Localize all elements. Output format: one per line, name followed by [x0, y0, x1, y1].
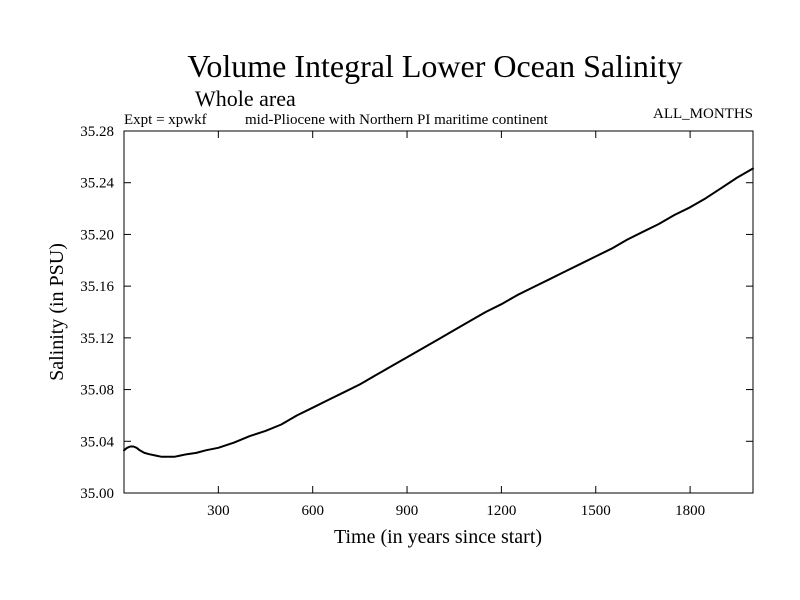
header-left-label: Expt = xpwkf [124, 112, 207, 128]
x-tick-label: 1200 [486, 503, 516, 519]
header-center-label: mid-Pliocene with Northern PI maritime c… [245, 112, 549, 128]
x-axis-ticks: 300 600 900 1200 1500 1800 [207, 131, 705, 519]
chart-subtitle: Whole area [195, 86, 296, 111]
x-axis-label: Time (in years since start) [334, 526, 542, 548]
y-tick-label: 35.04 [80, 434, 114, 450]
header-right-label: ALL_MONTHS [653, 106, 753, 122]
x-tick-label: 1800 [675, 503, 705, 519]
x-tick-label: 300 [207, 503, 230, 519]
y-tick-label: 35.08 [80, 383, 114, 399]
salinity-series-line [123, 167, 754, 458]
x-tick-label: 900 [396, 503, 419, 519]
y-tick-label: 35.12 [80, 331, 114, 347]
chart-title: Volume Integral Lower Ocean Salinity [187, 48, 682, 84]
y-axis-label: Salinity (in PSU) [46, 243, 68, 381]
y-tick-label: 35.00 [80, 486, 114, 502]
y-axis-ticks: 35.00 35.04 35.08 35.12 35.16 35.20 35.24 35.28 [80, 124, 753, 502]
y-tick-label: 35.28 [80, 124, 114, 140]
x-tick-label: 600 [301, 503, 324, 519]
y-tick-label: 35.24 [80, 176, 114, 192]
x-tick-label: 1500 [581, 503, 611, 519]
plot-frame [123, 130, 754, 494]
y-tick-label: 35.16 [80, 279, 114, 295]
y-tick-label: 35.20 [80, 227, 114, 243]
